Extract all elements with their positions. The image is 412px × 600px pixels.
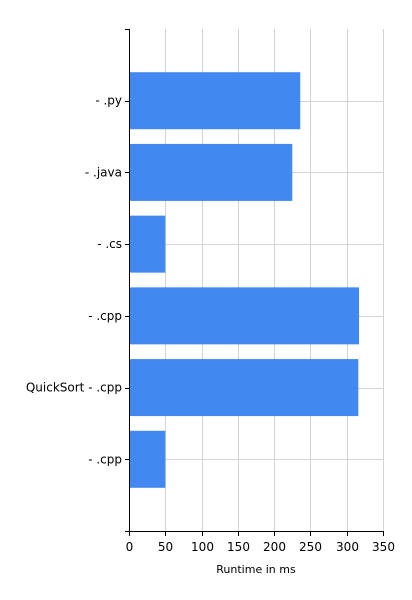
y-category-labels: - .py - .java - .cs - .cpp QuickSort - .cpp -… <box>26 94 122 467</box>
x-tick-label: 300 <box>336 540 359 554</box>
x-tick-label: 150 <box>227 540 250 554</box>
x-tick-label: 100 <box>191 540 214 554</box>
x-tick-label: 350 <box>372 540 395 554</box>
bar <box>129 215 166 273</box>
axes <box>125 29 384 536</box>
bar <box>129 72 301 130</box>
y-category-label: - .cpp <box>88 309 122 323</box>
bar <box>129 359 359 417</box>
x-tick-label: 250 <box>299 540 322 554</box>
y-category-label: - .java <box>85 165 122 179</box>
bar <box>129 430 166 488</box>
y-category-label: - .py <box>95 94 122 108</box>
x-tick-label: 0 <box>126 540 134 554</box>
bars <box>129 72 360 488</box>
y-category-label: - .cs <box>97 237 122 251</box>
x-tick-labels: 0 50 100 150 200 250 300 350 <box>126 540 395 554</box>
bar <box>129 143 293 201</box>
x-tick-label: 50 <box>158 540 173 554</box>
y-category-label: QuickSort - .cpp <box>26 381 122 395</box>
y-category-label: - .cpp <box>88 452 122 466</box>
x-axis-title: Runtime in ms <box>216 563 296 576</box>
x-tick-label: 200 <box>263 540 286 554</box>
bar <box>129 287 360 345</box>
